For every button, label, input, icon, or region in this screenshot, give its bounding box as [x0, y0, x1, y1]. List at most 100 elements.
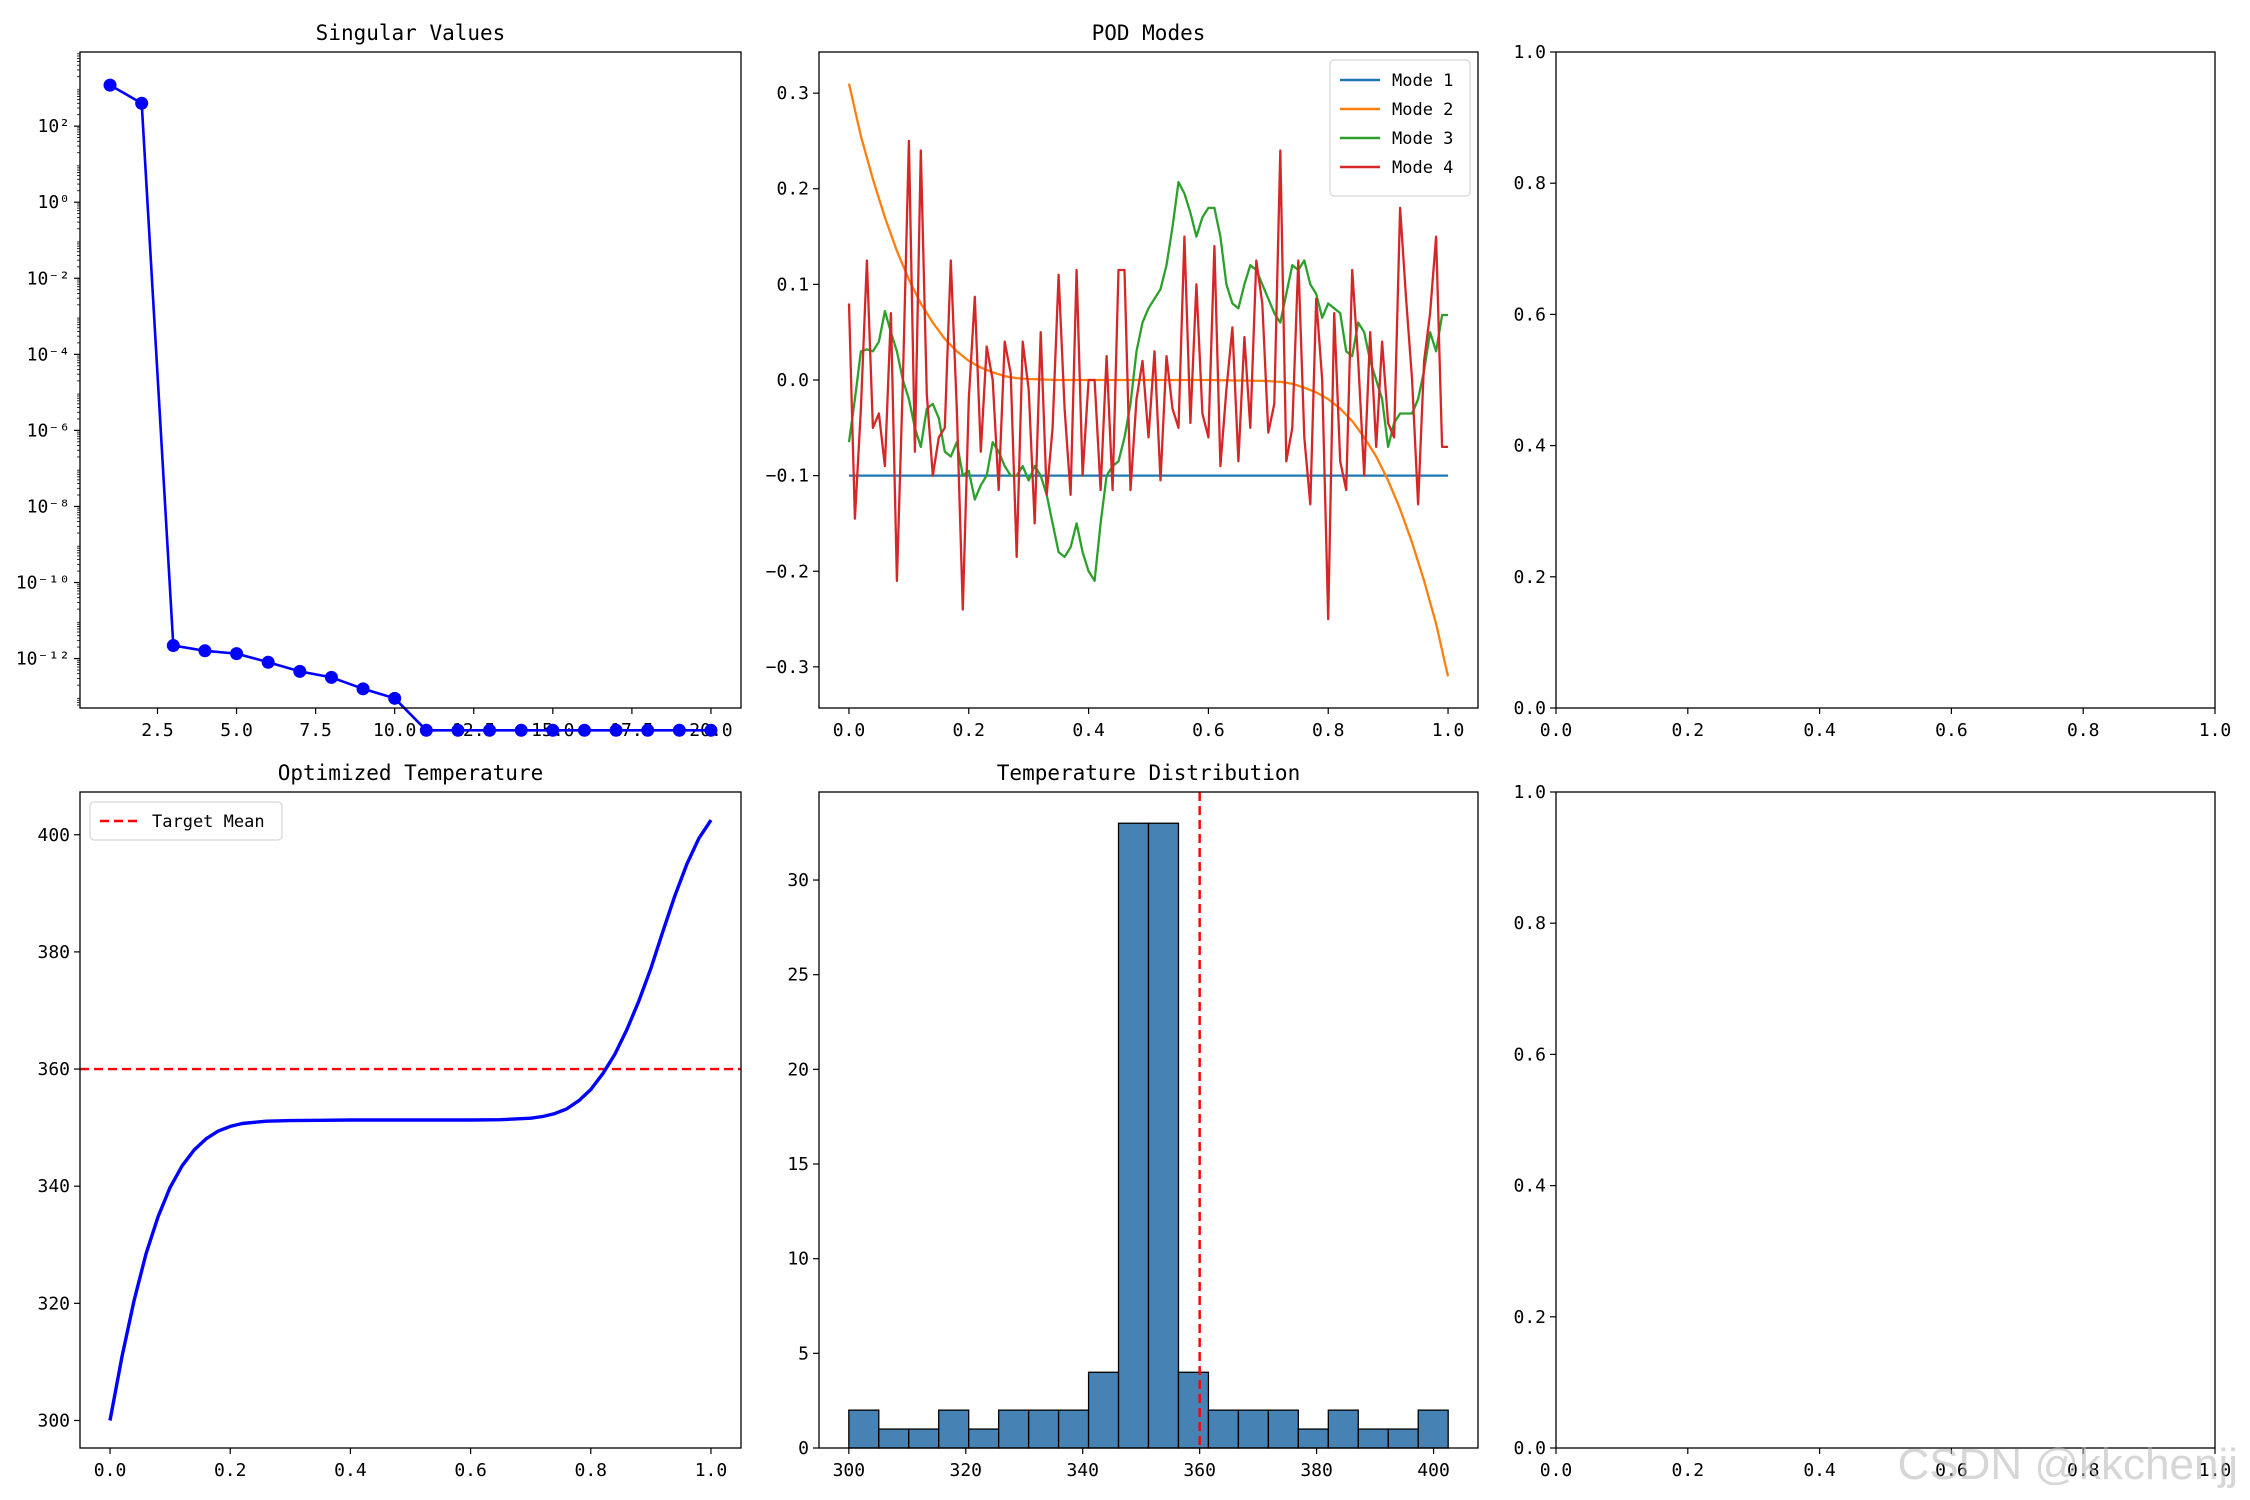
y-tick-label: 0.4: [1513, 436, 1546, 457]
histogram-bar: [1417, 1409, 1449, 1449]
y-tick-label: 380: [37, 942, 70, 963]
x-tick-label: 0.2: [953, 720, 986, 741]
histogram-bar: [1027, 1409, 1060, 1449]
axes-frame: [79, 51, 742, 709]
singular-value-point: [451, 723, 465, 737]
y-tick-label: 10⁰: [37, 192, 70, 213]
singular-values-line: [109, 83, 711, 732]
legend: Mode 1 Mode 2 Mode 3 Mode 4: [1329, 59, 1471, 197]
histogram-bar: [878, 1428, 910, 1449]
x-tick-label: 0.6: [454, 1460, 487, 1481]
y-tick-label: 10⁻¹²: [16, 649, 70, 670]
x-tick-label: 400: [1417, 1460, 1450, 1481]
y-tick-label: 360: [37, 1059, 70, 1080]
y-tick-label: 0.4: [1513, 1176, 1546, 1197]
histogram-bar: [968, 1428, 1000, 1449]
x-tick-label: 0.6: [1192, 720, 1225, 741]
y-tick-label: 0.6: [1513, 1044, 1546, 1065]
singular-value-point: [609, 723, 623, 737]
x-tick-label: 0.8: [2067, 720, 2100, 741]
histogram-bar: [1147, 822, 1180, 1449]
axes-frame: [818, 791, 1479, 1449]
y-tick-label: 10⁻⁶: [27, 420, 70, 441]
y-tick-label: 10⁻¹⁰: [16, 573, 70, 594]
temperature-line: [108, 819, 713, 1421]
x-tick-label: 0.2: [1672, 1460, 1705, 1481]
y-tick-label: 320: [37, 1293, 70, 1314]
y-tick-label: 0: [798, 1438, 809, 1459]
y-tick-label: 20: [787, 1059, 809, 1080]
x-tick-label: 360: [1183, 1460, 1216, 1481]
axes-frame: [1555, 791, 2216, 1449]
histogram-bar: [908, 1428, 940, 1449]
x-tick-label: 380: [1300, 1460, 1333, 1481]
legend-box: [89, 801, 283, 841]
y-tick-label: 10²: [37, 116, 70, 137]
singular-value-point: [356, 682, 370, 696]
x-tick-label: 0.4: [334, 1460, 367, 1481]
x-tick-label: 0.4: [1803, 720, 1836, 741]
y-tick-label: 300: [37, 1410, 70, 1431]
singular-value-point: [166, 639, 180, 653]
histogram-bar: [1117, 822, 1150, 1449]
singular-value-point: [293, 664, 307, 678]
y-tick-label: 1.0: [1513, 782, 1546, 803]
mode-lines: [847, 83, 1450, 677]
singular-value-point: [514, 723, 528, 737]
x-tick-label: 2.5: [141, 720, 174, 741]
histogram-bar: [938, 1409, 970, 1449]
y-tick-label: 10⁻⁴: [27, 344, 70, 365]
singular-value-point: [672, 723, 686, 737]
x-tick-label: 0.8: [2067, 1460, 2100, 1481]
chart-optimized: 0.0 0.2 0.4 0.6 0.8 1.0 300 320 340 360 380 400 Opti…: [37, 761, 742, 1481]
chart-title: Optimized Temperature: [278, 761, 544, 785]
x-tick-label: 0.2: [1672, 720, 1705, 741]
x-tick-label: 0.6: [1935, 720, 1968, 741]
x-tick-label: 340: [1066, 1460, 1099, 1481]
x-tick-label: 0.8: [1312, 720, 1345, 741]
legend-label: Mode 1: [1392, 71, 1453, 91]
legend-label: Mode 3: [1392, 129, 1453, 149]
singular-value-point: [704, 723, 718, 737]
y-tick-label: 0.3: [776, 83, 809, 104]
watermark: CSDN @kkchenjj: [1897, 1440, 2238, 1489]
singular-value-point: [419, 723, 433, 737]
singular-value-point: [135, 96, 149, 110]
y-tick-label: 30: [787, 870, 809, 891]
y-tick-label: 0.0: [776, 370, 809, 391]
histogram-bar: [848, 1409, 880, 1449]
x-tick-label: 0.4: [1072, 720, 1105, 741]
y-tick-label: 0.2: [776, 179, 809, 200]
legend-box: [1329, 59, 1471, 197]
singular-value-point: [103, 78, 117, 92]
histogram-bar: [1237, 1409, 1270, 1449]
singular-value-point: [546, 723, 560, 737]
histogram-bar: [998, 1409, 1030, 1449]
y-tick-label: 400: [37, 825, 70, 846]
chart-empty_top: 0.0 0.2 0.4 0.6 0.8 1.0 0.0 0.2 0.4 0.6 0.8 1.0: [1513, 42, 2231, 741]
legend: Target Mean: [89, 801, 283, 841]
singular-value-point: [198, 644, 212, 658]
x-tick-label: 1.0: [2199, 1460, 2232, 1481]
x-tick-label: 0.0: [1540, 1460, 1573, 1481]
y-tick-label: 25: [787, 965, 809, 986]
x-tick-label: 7.5: [299, 720, 332, 741]
chart-title: Temperature Distribution: [997, 761, 1300, 785]
y-tick-label: 10⁻⁸: [27, 496, 70, 517]
series-line-mode-4: [847, 139, 1448, 621]
singular-value-point: [324, 670, 338, 684]
y-tick-label: 15: [787, 1154, 809, 1175]
y-tick-label: 5: [798, 1343, 809, 1364]
axes-frame: [1555, 51, 2216, 709]
histogram-bar: [1177, 1371, 1210, 1449]
singular-value-point: [641, 723, 655, 737]
chart-histogram: 300 320 340 360 380 400 0 5 10 15 20 25 30 Temperatur…: [787, 761, 1479, 1481]
y-tick-label: 0.1: [776, 274, 809, 295]
chart-title: POD Modes: [1092, 21, 1206, 45]
y-tick-label: 0.0: [1513, 698, 1546, 719]
x-tick-label: 300: [833, 1460, 866, 1481]
y-tick-label: −0.2: [766, 561, 809, 582]
x-tick-label: 0.0: [1540, 720, 1573, 741]
x-tick-label: 320: [950, 1460, 983, 1481]
